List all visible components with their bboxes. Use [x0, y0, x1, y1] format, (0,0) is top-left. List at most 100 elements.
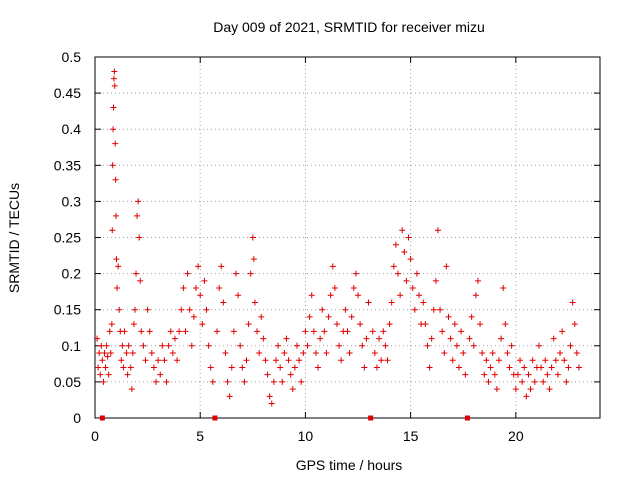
- y-tick-label: 0.35: [54, 157, 81, 173]
- data-point: [235, 292, 242, 299]
- data-point: [102, 364, 109, 371]
- data-point: [135, 198, 142, 205]
- data-point: [249, 234, 256, 241]
- data-point: [344, 328, 351, 335]
- data-point: [131, 306, 138, 313]
- data-point: [439, 328, 446, 335]
- data-point: [218, 263, 225, 270]
- data-point: [550, 335, 557, 342]
- data-point: [352, 270, 359, 277]
- data-point: [498, 335, 505, 342]
- data-point: [538, 364, 545, 371]
- data-point: [512, 386, 519, 393]
- data-point: [134, 212, 141, 219]
- data-point: [96, 350, 103, 357]
- data-point: [496, 357, 502, 364]
- data-point: [262, 357, 269, 364]
- data-point: [128, 386, 135, 393]
- data-point: [390, 263, 397, 270]
- data-point: [365, 299, 372, 306]
- y-axis-label: SRMTID / TECUs: [6, 183, 22, 293]
- data-point: [112, 176, 119, 183]
- data-point: [108, 321, 115, 328]
- data-point: [133, 270, 140, 277]
- data-point: [420, 299, 427, 306]
- data-point: [458, 328, 465, 335]
- data-point: [109, 227, 116, 234]
- x-tick-label: 5: [196, 428, 204, 444]
- data-point: [142, 357, 149, 364]
- data-point: [382, 342, 389, 349]
- data-point: [103, 342, 110, 349]
- data-point: [124, 371, 131, 378]
- data-point: [197, 292, 204, 299]
- data-point: [114, 285, 121, 292]
- data-point: [451, 321, 458, 328]
- data-point: [130, 321, 137, 328]
- data-point: [405, 234, 412, 241]
- data-point: [422, 321, 429, 328]
- data-point: [413, 270, 420, 277]
- data-point: [319, 306, 326, 313]
- data-point: [302, 328, 309, 335]
- data-point: [182, 328, 189, 335]
- data-point: [193, 285, 199, 292]
- data-point: [199, 321, 206, 328]
- data-point: [216, 285, 223, 292]
- x-tick-label: 0: [91, 428, 99, 444]
- data-point: [120, 364, 127, 371]
- data-point: [327, 292, 334, 299]
- data-point: [123, 350, 130, 357]
- data-point: [525, 371, 532, 378]
- data-point: [357, 321, 364, 328]
- data-point: [565, 364, 572, 371]
- data-point: [563, 378, 570, 385]
- data-point: [176, 328, 183, 335]
- data-point: [449, 357, 456, 364]
- data-point: [270, 378, 277, 385]
- axis-ticks: [94, 56, 600, 419]
- data-point: [540, 378, 547, 385]
- data-point: [150, 364, 157, 371]
- data-point: [264, 371, 271, 378]
- data-point: [342, 306, 349, 313]
- data-point: [169, 350, 176, 357]
- data-point: [148, 350, 155, 357]
- data-point: [159, 342, 166, 349]
- data-point: [424, 342, 431, 349]
- data-point: [502, 321, 509, 328]
- data-point: [230, 328, 237, 335]
- data-point: [575, 364, 582, 371]
- data-point: [258, 313, 265, 320]
- data-point: [205, 342, 212, 349]
- data-point: [468, 313, 475, 320]
- data-point: [369, 328, 376, 335]
- data-gap-marker: [368, 415, 374, 421]
- data-point: [272, 357, 279, 364]
- data-point: [186, 306, 193, 313]
- data-point: [517, 357, 524, 364]
- y-tick-label: 0.05: [54, 374, 81, 390]
- data-point: [140, 342, 147, 349]
- data-point: [243, 357, 250, 364]
- data-point: [443, 263, 450, 270]
- data-point: [171, 335, 178, 342]
- data-point: [291, 364, 298, 371]
- data-point: [460, 350, 467, 357]
- data-point: [268, 400, 275, 407]
- data-gap-markers: [99, 415, 470, 421]
- data-point: [508, 342, 515, 349]
- data-point: [106, 328, 113, 335]
- data-point: [363, 335, 370, 342]
- data-point: [250, 256, 257, 263]
- data-point: [348, 313, 355, 320]
- chart-title: Day 009 of 2021, SRMTID for receiver miz…: [213, 19, 485, 35]
- data-point: [548, 364, 555, 371]
- data-point: [441, 350, 448, 357]
- data-point: [392, 241, 399, 248]
- data-point: [409, 285, 416, 292]
- data-point: [544, 371, 551, 378]
- data-point: [110, 104, 117, 111]
- x-tick-label: 15: [403, 428, 419, 444]
- data-point: [407, 256, 414, 263]
